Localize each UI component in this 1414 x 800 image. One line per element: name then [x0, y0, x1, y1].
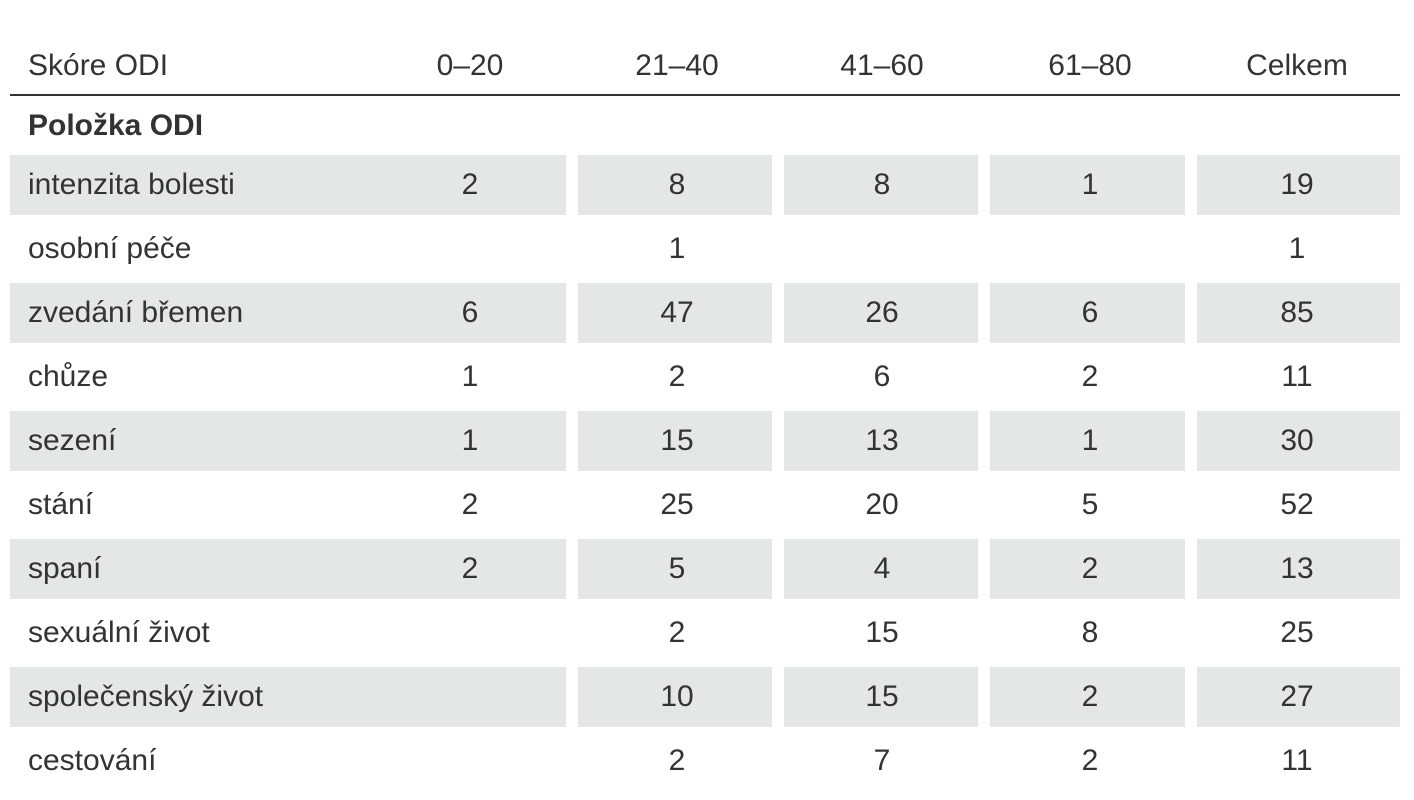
- cell: 27: [1280, 680, 1313, 713]
- cell: 4: [874, 552, 891, 585]
- cell: 1: [1289, 232, 1306, 265]
- row-shade: [990, 539, 1185, 599]
- row-label: spaní: [28, 552, 102, 585]
- section-label: Položka ODI: [28, 109, 203, 142]
- cell: 7: [874, 744, 891, 777]
- cell: 2: [462, 168, 479, 201]
- row-shade: [990, 155, 1185, 215]
- cell: 15: [865, 680, 898, 713]
- row-shade: [990, 283, 1185, 343]
- row-label: osobní péče: [28, 232, 191, 265]
- row-label: sexuální život: [28, 616, 210, 649]
- cell: 52: [1280, 488, 1313, 521]
- cell: 2: [1082, 552, 1099, 585]
- cell: 6: [874, 360, 891, 393]
- cell: 2: [1082, 680, 1099, 713]
- row-label: cestování: [28, 744, 157, 777]
- cell: 30: [1280, 424, 1313, 457]
- row-shade: [10, 667, 566, 727]
- row-shade: [784, 411, 978, 471]
- row-shade: [578, 411, 772, 471]
- header-cell: Skóre ODI: [28, 49, 168, 82]
- cell: 15: [660, 424, 693, 457]
- cell: 6: [1082, 296, 1099, 329]
- row-shade: [578, 283, 772, 343]
- cell: 11: [1281, 360, 1312, 393]
- row-shade: [1197, 539, 1400, 599]
- cell: 85: [1280, 296, 1313, 329]
- cell: 11: [1281, 744, 1312, 777]
- row-shade: [578, 539, 772, 599]
- cell: 2: [1082, 744, 1099, 777]
- header-cell: 0–20: [437, 49, 504, 82]
- header-cell: 21–40: [635, 49, 718, 82]
- cell: 2: [462, 488, 479, 521]
- row-label: stání: [28, 488, 94, 521]
- row-shade: [990, 411, 1185, 471]
- cell: 5: [669, 552, 686, 585]
- row-label: zvedání břemen: [28, 296, 243, 329]
- cell: 25: [1280, 616, 1313, 649]
- row-shade: [784, 667, 978, 727]
- cell: 2: [1082, 360, 1099, 393]
- cell: 2: [669, 744, 686, 777]
- row-shade: [578, 667, 772, 727]
- row-label: sezení: [28, 424, 117, 457]
- row-shade: [784, 283, 978, 343]
- row-shade: [10, 155, 566, 215]
- header-cell: Celkem: [1246, 49, 1348, 82]
- row-shade: [1197, 411, 1400, 471]
- cell: 6: [462, 296, 479, 329]
- cell: 8: [1082, 616, 1099, 649]
- row-shade: [578, 155, 772, 215]
- row-shade: [10, 539, 566, 599]
- cell: 13: [865, 424, 898, 457]
- row-shade: [10, 283, 566, 343]
- cell: 2: [669, 616, 686, 649]
- cell: 26: [865, 296, 898, 329]
- cell: 10: [660, 680, 693, 713]
- cell: 8: [874, 168, 891, 201]
- cell: 1: [462, 424, 479, 457]
- row-label: intenzita bolesti: [28, 168, 235, 201]
- row-shade: [990, 667, 1185, 727]
- cell: 20: [865, 488, 898, 521]
- cell: 15: [865, 616, 898, 649]
- cell: 25: [660, 488, 693, 521]
- row-shade: [10, 411, 566, 471]
- cell: 2: [669, 360, 686, 393]
- row-shade: [1197, 155, 1400, 215]
- cell: 47: [660, 296, 693, 329]
- cell: 1: [1082, 168, 1099, 201]
- row-shade: [784, 539, 978, 599]
- cell: 8: [669, 168, 686, 201]
- row-shade: [1197, 667, 1400, 727]
- row-shade: [784, 155, 978, 215]
- cell: 2: [462, 552, 479, 585]
- cell: 1: [669, 232, 686, 265]
- cell: 13: [1280, 552, 1313, 585]
- row-shade: [1197, 283, 1400, 343]
- cell: 19: [1280, 168, 1313, 201]
- row-label: chůze: [28, 360, 108, 393]
- row-label: společenský život: [28, 680, 264, 713]
- cell: 1: [462, 360, 479, 393]
- cell: 1: [1082, 424, 1099, 457]
- header-cell: 41–60: [840, 49, 923, 82]
- header-cell: 61–80: [1048, 49, 1131, 82]
- cell: 5: [1082, 488, 1099, 521]
